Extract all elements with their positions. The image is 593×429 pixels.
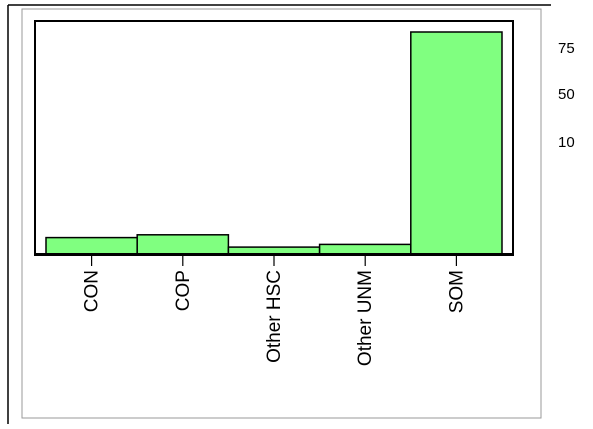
- side-label-50: 50: [558, 86, 575, 103]
- x-tick-label-other-hsc: Other HSC: [264, 270, 285, 363]
- x-tick-label-other-unm: Other UNM: [355, 270, 376, 366]
- x-tick-label-cop: COP: [173, 270, 194, 311]
- bar-con: [45, 236, 138, 255]
- inner-panel-border: [21, 8, 542, 419]
- side-label-10: 10: [558, 134, 575, 151]
- bar-other-unm: [318, 243, 412, 255]
- bar-cop: [136, 234, 230, 255]
- x-tick-labels: CON COP Other HSC Other UNM SOM: [82, 270, 468, 366]
- x-tick-label-som: SOM: [446, 270, 467, 313]
- x-tick-label-con: CON: [82, 270, 103, 312]
- x-tick-marks: [35, 253, 513, 266]
- bars-layer: [45, 31, 503, 255]
- bar-other-hsc: [227, 246, 321, 255]
- side-label-75: 75: [558, 40, 575, 57]
- bar-som: [410, 31, 503, 255]
